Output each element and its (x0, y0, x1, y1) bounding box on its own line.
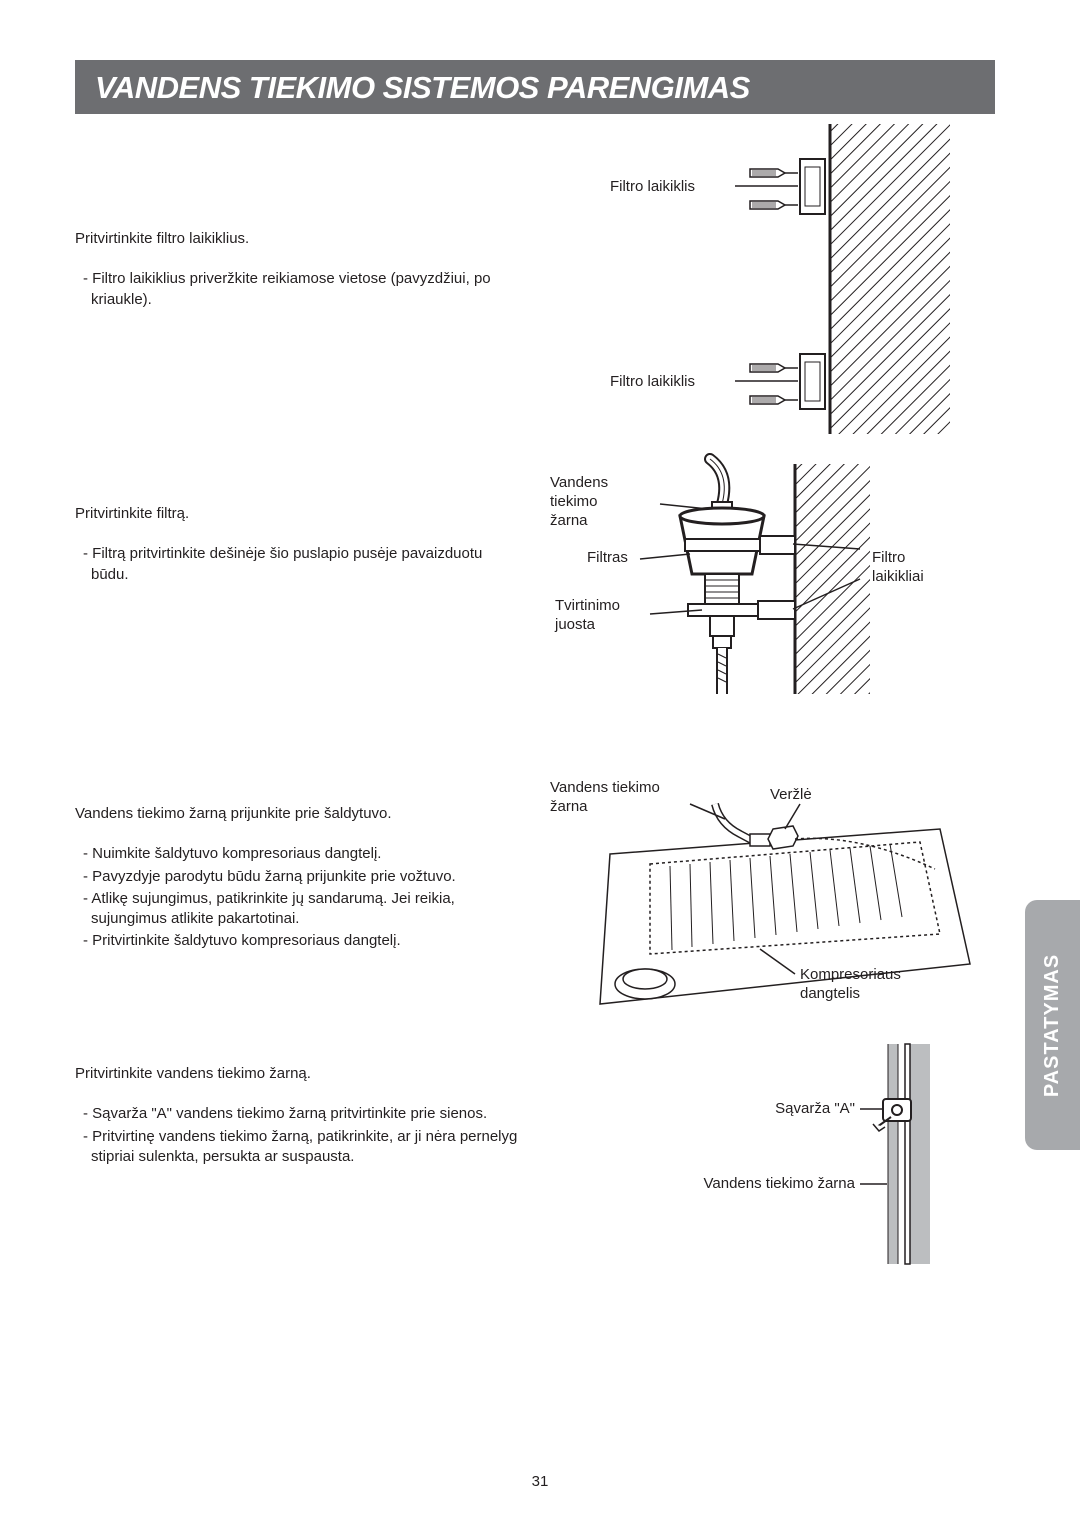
fig3-label-nut: Veržlė (770, 786, 812, 805)
section-3-item-3: - Atlikę sujungimus, patikrinkite jų san… (83, 889, 520, 930)
section-3-text: Vandens tiekimo žarną prijunkite prie ša… (75, 804, 520, 952)
fig1-label-top: Filtro laikiklis (610, 178, 695, 197)
fig4-label-clamp: Sąvarža "A" (775, 1100, 855, 1119)
fig2-label-brackets: Filtro laikikliai (872, 549, 942, 587)
fig2-label-hose: Vandens tiekimo žarna (550, 474, 630, 530)
fig2-label-filter: Filtras (587, 549, 628, 568)
fig3-label-cover: Kompresoriaus dangtelis (800, 966, 930, 1004)
section-3-item-1: - Nuimkite šaldytuvo kompresoriaus dangt… (83, 844, 520, 864)
section-1-text: Pritvirtinkite filtro laikiklius. - Filt… (75, 229, 520, 310)
page-title: VANDENS TIEKIMO SISTEMOS PARENGIMAS (75, 60, 995, 114)
fig2-label-strap: Tvirtinimo juosta (555, 597, 650, 635)
section-1-lead: Pritvirtinkite filtro laikiklius. (75, 229, 520, 249)
section-4-lead: Pritvirtinkite vandens tiekimo žarną. (75, 1064, 520, 1084)
figure-4: Sąvarža "A" Vandens tiekimo žarna (635, 1044, 965, 1269)
section-1-item: - Filtro laikiklius priveržkite reikiamo… (83, 269, 520, 310)
side-tab-label: PASTATYMAS (1041, 953, 1064, 1096)
fig1-label-bottom: Filtro laikiklis (610, 373, 695, 392)
figure-2: Vandens tiekimo žarna Filtras Tvirtinimo… (500, 454, 970, 709)
section-2-text: Pritvirtinkite filtrą. - Filtrą pritvirt… (75, 504, 520, 585)
figure-3: Vandens tiekimo žarna Veržlė Kompresoria… (540, 774, 980, 1029)
section-3-item-2: - Pavyzdyje parodytu būdu žarną prijunki… (83, 867, 520, 887)
section-3-item-4: - Pritvirtinkite šaldytuvo kompresoriaus… (83, 931, 520, 951)
section-2-item: - Filtrą pritvirtinkite dešinėje šio pus… (83, 544, 520, 585)
page-number: 31 (0, 1473, 1080, 1490)
figure-1: Filtro laikiklis Filtro laikiklis (630, 119, 970, 444)
section-3-lead: Vandens tiekimo žarną prijunkite prie ša… (75, 804, 520, 824)
section-4-text: Pritvirtinkite vandens tiekimo žarną. - … (75, 1064, 520, 1167)
section-4-item-1: - Sąvarža "A" vandens tiekimo žarną prit… (83, 1104, 520, 1124)
fig4-label-hose: Vandens tiekimo žarna (704, 1175, 855, 1194)
fig3-label-hose: Vandens tiekimo žarna (550, 779, 670, 817)
section-2-lead: Pritvirtinkite filtrą. (75, 504, 520, 524)
side-tab: PASTATYMAS (1025, 900, 1080, 1150)
section-4-item-2: - Pritvirtinę vandens tiekimo žarną, pat… (83, 1127, 520, 1168)
